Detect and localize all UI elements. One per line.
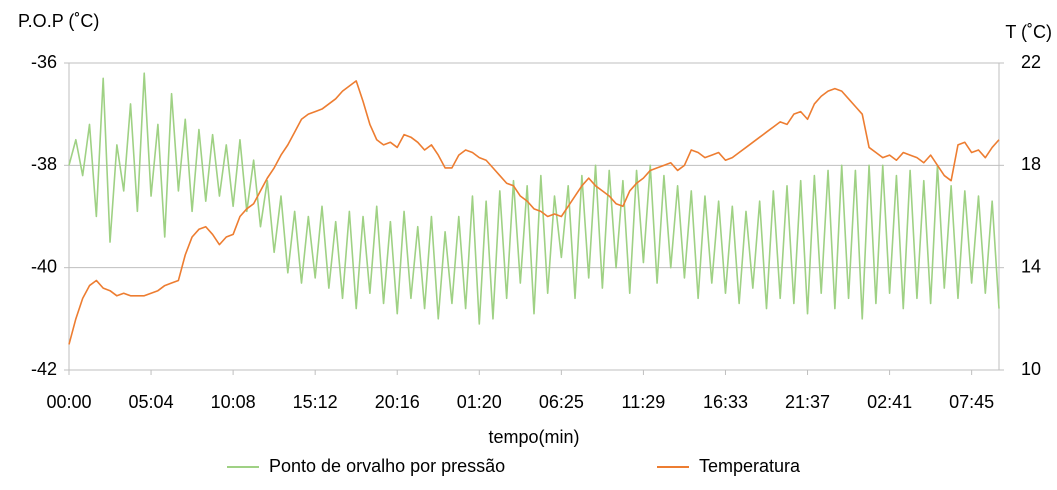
y-tick-label: -42 — [31, 359, 57, 379]
x-tick-label: 11:29 — [622, 392, 666, 412]
legend-label: Ponto de orvalho por pressão — [269, 456, 505, 476]
y-tick-label: -38 — [31, 154, 57, 174]
x-axis-title: tempo(min) — [488, 427, 579, 447]
x-tick-label: 01:20 — [457, 392, 502, 412]
y-tick-label: -40 — [31, 256, 57, 276]
x-tick-label: 16:33 — [703, 392, 748, 412]
y-axis-title: P.O.P (˚C) — [18, 11, 99, 31]
series-line — [68, 80, 1000, 345]
y2-tick-label: 18 — [1021, 154, 1041, 174]
x-tick-label: 06:25 — [539, 392, 584, 412]
x-tick-label: 02:41 — [867, 392, 912, 412]
x-tick-label: 21:37 — [785, 392, 830, 412]
y-tick-label: -36 — [31, 52, 57, 72]
x-tick-label: 05:04 — [129, 392, 174, 412]
y2-tick-label: 22 — [1021, 52, 1041, 72]
legend-label: Temperatura — [699, 456, 801, 476]
series-line — [68, 72, 1000, 325]
x-tick-label: 00:00 — [46, 392, 91, 412]
x-tick-label: 15:12 — [293, 392, 338, 412]
x-tick-label: 10:08 — [211, 392, 256, 412]
y2-axis-title: T (˚C) — [1005, 22, 1052, 42]
x-tick-label: 07:45 — [949, 392, 994, 412]
x-tick-label: 20:16 — [375, 392, 420, 412]
y2-tick-label: 14 — [1021, 256, 1041, 276]
y2-tick-label: 10 — [1021, 359, 1041, 379]
